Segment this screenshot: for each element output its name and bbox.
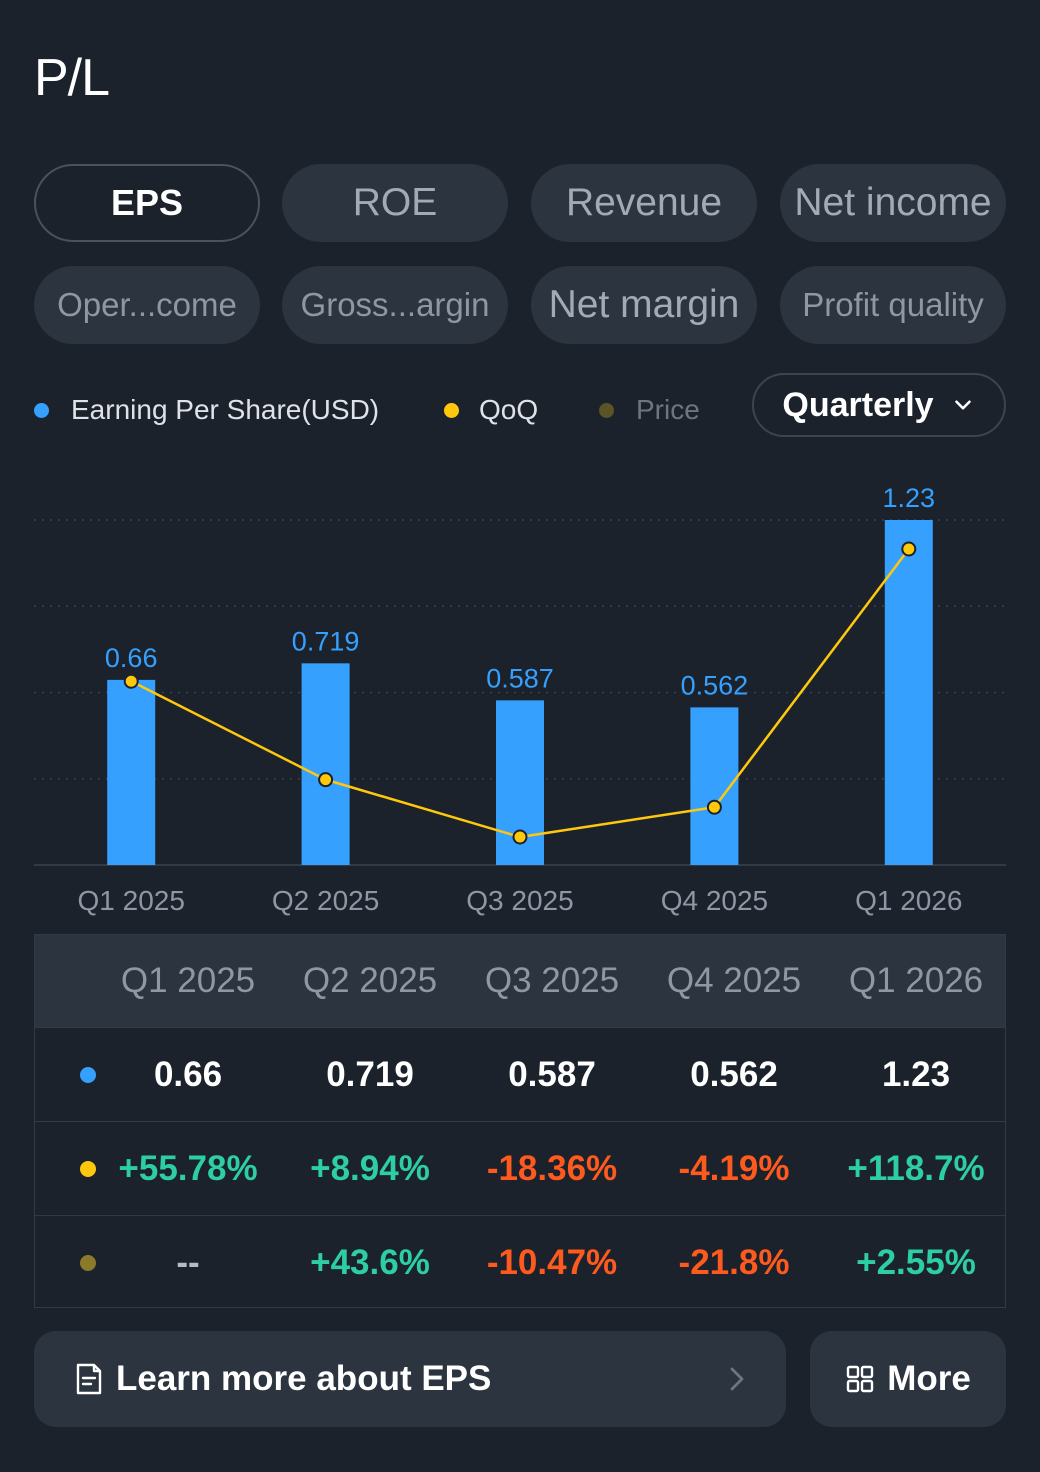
qoq-point xyxy=(901,541,917,557)
eps-bar xyxy=(107,679,156,865)
table-cell: +118.7% xyxy=(847,1149,985,1188)
bar-value-label: 0.587 xyxy=(486,663,554,693)
x-axis-tick-label: Q2 2025 xyxy=(272,885,379,916)
learn-more-button[interactable]: Learn more about EPS xyxy=(34,1331,786,1427)
table-row-eps: 0.66 0.719 0.587 0.562 1.23 xyxy=(35,1027,1005,1121)
x-axis-tick-label: Q1 2026 xyxy=(855,885,962,916)
table-cell: +2.55% xyxy=(856,1243,976,1282)
tab-revenue[interactable]: Revenue xyxy=(531,164,757,242)
tab-gross-margin[interactable]: Gross...argin xyxy=(282,266,508,344)
page-title: P/L xyxy=(34,49,110,107)
table-cell: -21.8% xyxy=(678,1243,790,1282)
bar-value-label: 0.66 xyxy=(105,643,158,673)
table-cell: 0.587 xyxy=(508,1055,596,1094)
tab-net-margin[interactable]: Net margin xyxy=(531,266,757,344)
table-header-cell: Q1 2026 xyxy=(848,961,984,1000)
qoq-point xyxy=(123,673,139,689)
table-row-price: -- +43.6% -10.47% -21.8% +2.55% xyxy=(35,1215,1005,1309)
chevron-down-icon xyxy=(954,400,971,410)
x-axis-tick-label: Q4 2025 xyxy=(661,885,768,916)
table-cell: +55.78% xyxy=(118,1149,258,1188)
legend-price-dot xyxy=(599,402,614,418)
table-row-qoq: +55.78% +8.94% -18.36% -4.19% +118.7% xyxy=(35,1121,1005,1215)
table-cell: +8.94% xyxy=(310,1149,430,1188)
eps-chart: 0.66 Q1 2025 0.719 Q2 2025 0.587 Q3 2025 0.562… xyxy=(34,483,1006,916)
more-button[interactable]: More xyxy=(810,1331,1006,1427)
tab-operating-income[interactable]: Oper...come xyxy=(34,266,260,344)
period-label: Quarterly xyxy=(782,385,934,424)
legend-eps-dot xyxy=(34,402,49,418)
tab-profit-quality[interactable]: Profit quality xyxy=(780,266,1006,344)
eps-bar xyxy=(884,520,933,865)
row-eps-dot xyxy=(80,1067,96,1083)
table-cell: -- xyxy=(176,1243,200,1282)
tab-roe[interactable]: ROE xyxy=(282,164,508,242)
row-price-dot xyxy=(80,1255,96,1271)
tab-eps[interactable]: EPS xyxy=(34,164,260,242)
table-cell: 0.562 xyxy=(690,1055,778,1094)
bar-value-label: 0.562 xyxy=(681,670,749,700)
bar-value-label: 1.23 xyxy=(883,483,936,513)
table-cell: -10.47% xyxy=(486,1243,618,1282)
legend-eps-label: Earning Per Share(USD) xyxy=(71,394,380,425)
table-header-cell: Q1 2025 xyxy=(120,961,256,1000)
legend-eps[interactable]: Earning Per Share(USD) xyxy=(34,390,379,430)
table-cell: -18.36% xyxy=(486,1149,618,1188)
legend-qoq-label: QoQ xyxy=(479,394,539,425)
legend-price-label: Price xyxy=(636,394,700,425)
table-header-cell: Q4 2025 xyxy=(666,961,802,1000)
more-label: More xyxy=(887,1359,971,1398)
qoq-point xyxy=(706,799,722,815)
legend-price[interactable]: Price xyxy=(599,390,700,430)
tab-net-income[interactable]: Net income xyxy=(780,164,1006,242)
table-header-cell: Q2 2025 xyxy=(302,961,438,1000)
table-cell: +43.6% xyxy=(310,1243,430,1282)
qoq-point xyxy=(512,829,528,845)
legend-qoq-dot xyxy=(444,402,459,418)
eps-bar xyxy=(301,663,350,865)
table-cell: 1.23 xyxy=(881,1055,951,1094)
qoq-point xyxy=(318,772,334,788)
bar-value-label: 0.719 xyxy=(292,626,360,656)
learn-more-label: Learn more about EPS xyxy=(116,1359,492,1398)
grid-icon xyxy=(846,1365,874,1393)
document-icon xyxy=(76,1363,102,1395)
eps-data-table: Q1 2025 Q2 2025 Q3 2025 Q4 2025 Q1 2026 … xyxy=(34,934,1006,1308)
table-cell: -4.19% xyxy=(678,1149,790,1188)
table-header: Q1 2025 Q2 2025 Q3 2025 Q4 2025 Q1 2026 xyxy=(35,935,1005,1027)
x-axis-tick-label: Q3 2025 xyxy=(466,885,573,916)
legend-qoq[interactable]: QoQ xyxy=(444,390,538,430)
chevron-right-icon xyxy=(730,1367,744,1391)
period-selector[interactable]: Quarterly xyxy=(752,373,1006,437)
table-cell: 0.66 xyxy=(153,1055,223,1094)
x-axis-tick-label: Q1 2025 xyxy=(77,885,184,916)
table-cell: 0.719 xyxy=(326,1055,414,1094)
table-header-cell: Q3 2025 xyxy=(484,961,620,1000)
row-qoq-dot xyxy=(80,1161,96,1177)
